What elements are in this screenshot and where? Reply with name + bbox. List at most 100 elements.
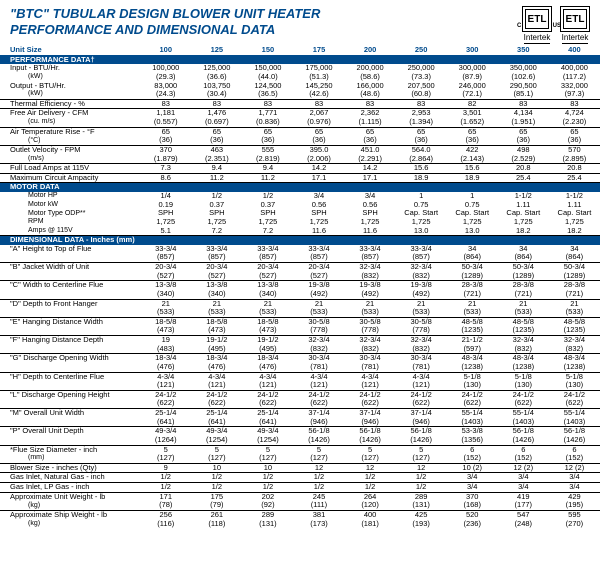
- cell-value: 65: [345, 127, 396, 136]
- cell-value: (97.3): [549, 90, 600, 99]
- cell-value: 264: [345, 492, 396, 501]
- row-label: [0, 399, 140, 408]
- cell-value: (44.0): [242, 73, 293, 82]
- cell-value: 3/4: [549, 483, 600, 493]
- cell-value: 0.37: [242, 201, 293, 210]
- cell-value: 48-5/8: [498, 317, 549, 326]
- cell-value: 65: [396, 127, 447, 136]
- cell-value: 246,000: [447, 82, 498, 91]
- cell-value: 451.0: [345, 145, 396, 154]
- cell-value: 18.9: [396, 173, 447, 183]
- cell-value: (857): [191, 253, 242, 262]
- cell-value: (864): [447, 253, 498, 262]
- row-label: Gas Inlet, Natural Gas - inch: [0, 473, 140, 483]
- cell-value: (2.230): [549, 118, 600, 127]
- cell-value: 1/2: [140, 473, 191, 483]
- table-row: (kg)(116)(118)(131)(173)(181)(193)(236)(…: [0, 520, 600, 529]
- row-label: [0, 326, 140, 335]
- cell-value: (236): [447, 520, 498, 529]
- row-label: Approximate Unit Weight - lb: [0, 492, 140, 501]
- cell-value: 419: [498, 492, 549, 501]
- cell-value: (527): [140, 272, 191, 281]
- cell-value: 18.2: [549, 227, 600, 236]
- table-row: Outlet Velocity - FPM370463555395.0451.0…: [0, 145, 600, 154]
- cell-value: 4,134: [498, 109, 549, 118]
- cell-value: (622): [293, 399, 344, 408]
- table-row: Motor Type ODP**SPHSPHSPHSPHSPHCap. Star…: [0, 209, 600, 218]
- cell-value: 24-1/2: [140, 390, 191, 399]
- cell-value: 207,500: [396, 82, 447, 91]
- cell-value: (51.3): [293, 73, 344, 82]
- cell-value: 300,000: [447, 64, 498, 73]
- cell-value: 21: [498, 299, 549, 308]
- table-row: Maximum Circuit Ampacity8.611.211.217.11…: [0, 173, 600, 183]
- row-label: "M" Overall Unit Width: [0, 409, 140, 418]
- cell-value: (1254): [191, 436, 242, 445]
- unit-size-col: 150: [242, 46, 293, 55]
- cell-value: 200,000: [345, 64, 396, 73]
- cell-value: (36.6): [191, 73, 242, 82]
- cell-value: (476): [191, 363, 242, 372]
- cell-value: (1235): [549, 326, 600, 335]
- row-label: Motor Type ODP**: [0, 209, 140, 218]
- cell-value: (2.864): [396, 155, 447, 164]
- cell-value: (1403): [447, 418, 498, 427]
- cell-value: 18-5/8: [140, 317, 191, 326]
- table-row: RPM1,7251,7251,7251,7251,7251,7251,7251,…: [0, 218, 600, 227]
- unit-size-col: 400: [549, 46, 600, 55]
- row-label: [0, 381, 140, 390]
- cell-value: (270): [549, 520, 600, 529]
- table-row: Approximate Unit Weight - lb171175202245…: [0, 492, 600, 501]
- cell-value: 32-3/4: [498, 336, 549, 345]
- cell-value: (533): [293, 308, 344, 317]
- cell-value: 24-1/2: [242, 390, 293, 399]
- cell-value: 48-3/4: [549, 354, 600, 363]
- cell-value: 65: [140, 127, 191, 136]
- table-row: "G" Discharge Opening Width18-3/418-3/41…: [0, 354, 600, 363]
- cell-value: (120): [345, 501, 396, 510]
- cell-value: 10 (2): [447, 463, 498, 473]
- cell-value: (193): [396, 520, 447, 529]
- cell-value: (85.1): [498, 90, 549, 99]
- cell-value: 32-3/4: [293, 336, 344, 345]
- row-label: RPM: [0, 218, 140, 227]
- cell-value: (492): [345, 290, 396, 299]
- cell-value: (1235): [447, 326, 498, 335]
- cell-value: 21: [447, 299, 498, 308]
- cell-value: (533): [191, 308, 242, 317]
- cell-value: (483): [140, 345, 191, 354]
- cell-value: (0.697): [191, 118, 242, 127]
- cell-value: 20.8: [498, 164, 549, 174]
- row-label: [0, 363, 140, 372]
- cell-value: 564.0: [396, 145, 447, 154]
- cell-value: 0.56: [345, 201, 396, 210]
- cell-value: 21: [293, 299, 344, 308]
- table-row: "P" Overall Unit Depth49-3/449-3/449-3/4…: [0, 427, 600, 436]
- cell-value: 19-1/2: [242, 336, 293, 345]
- cell-value: 25-1/4: [140, 409, 191, 418]
- cell-value: (248): [498, 520, 549, 529]
- cell-value: (1403): [498, 418, 549, 427]
- row-label: Approximate Ship Weight - lb: [0, 510, 140, 519]
- cell-value: (832): [293, 345, 344, 354]
- cell-value: 595: [549, 510, 600, 519]
- cell-value: 175: [191, 492, 242, 501]
- cell-value: 24-1/2: [447, 390, 498, 399]
- cell-value: (857): [396, 253, 447, 262]
- cell-value: (533): [396, 308, 447, 317]
- cell-value: 3/4: [345, 192, 396, 201]
- row-label: "F" Hanging Distance Depth: [0, 336, 140, 345]
- cell-value: SPH: [345, 209, 396, 218]
- table-row: Air Temperature Rise - °F656565656565656…: [0, 127, 600, 136]
- cell-value: (832): [498, 345, 549, 354]
- table-row: (°C)(36)(36)(36)(36)(36)(36)(36)(36)(36): [0, 136, 600, 145]
- row-label: (cu. m/s): [0, 118, 140, 127]
- cell-value: (495): [191, 345, 242, 354]
- cell-value: 261: [191, 510, 242, 519]
- cell-value: 1,725: [345, 218, 396, 227]
- section-title: PERFORMANCE DATA†: [0, 55, 600, 64]
- table-row: Blower Size - inches (Qty)9101012121210 …: [0, 463, 600, 473]
- cell-value: (473): [140, 326, 191, 335]
- cell-value: 20-3/4: [242, 263, 293, 272]
- table-row: (m/s)(1.879)(2.351)(2.819)(2.006)(2.291)…: [0, 155, 600, 164]
